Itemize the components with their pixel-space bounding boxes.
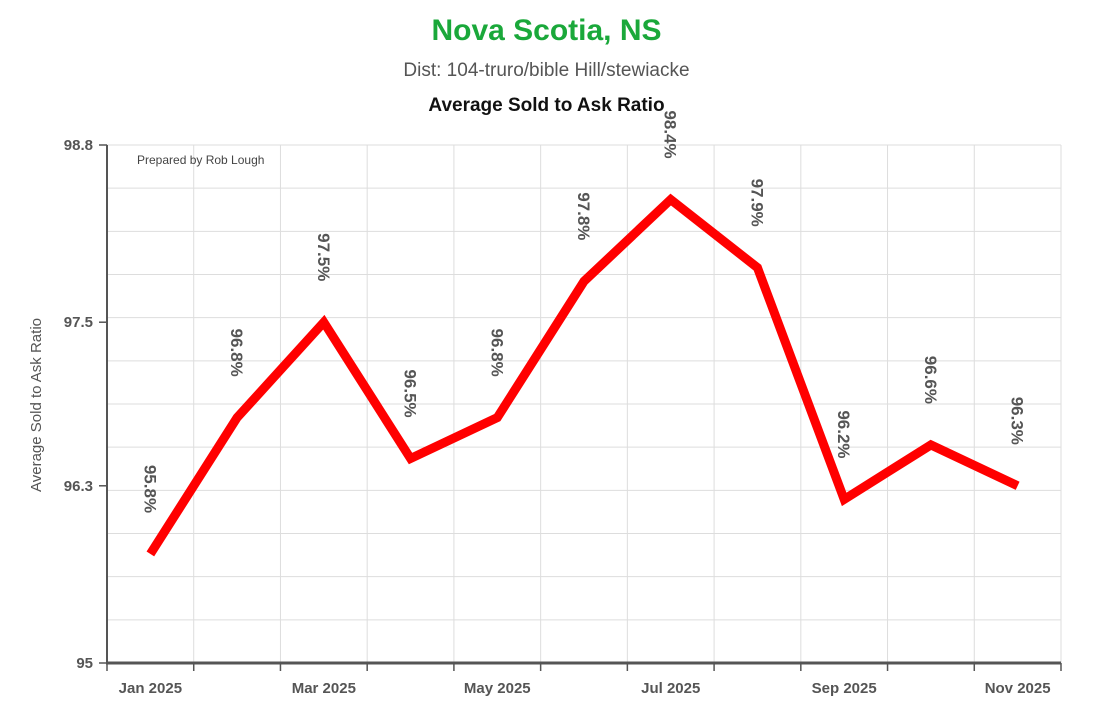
data-label: 96.2% bbox=[834, 410, 853, 458]
credit-text: Prepared by Rob Lough bbox=[137, 153, 264, 167]
x-tick-label: Jul 2025 bbox=[641, 680, 700, 697]
data-label: 97.9% bbox=[747, 179, 766, 227]
series-group bbox=[146, 193, 1020, 557]
y-tick-label: 98.8 bbox=[64, 137, 93, 154]
data-label: 96.3% bbox=[1008, 397, 1027, 445]
data-label: 98.4% bbox=[661, 110, 680, 158]
y-tick-label: 96.3 bbox=[64, 478, 93, 495]
series-line bbox=[146, 193, 1020, 557]
data-labels: 95.8% 96.8% 97.5% 96.5% 96.8% 97.8% 98.4% 97.9%… bbox=[140, 110, 1026, 513]
x-tick-label: Mar 2025 bbox=[292, 680, 356, 697]
x-tick-label: Jan 2025 bbox=[119, 680, 182, 697]
y-tick-label: 97.5 bbox=[64, 314, 93, 331]
x-tick-label: Nov 2025 bbox=[985, 680, 1051, 697]
x-tick-label: Sep 2025 bbox=[812, 680, 877, 697]
y-tick-label: 95 bbox=[76, 655, 93, 672]
chart-ticks: 95 96.3 97.5 98.8 Jan 2025 Mar 2025 May 2025 Ju… bbox=[64, 137, 1062, 697]
page-title: Nova Scotia, NS bbox=[431, 14, 662, 47]
data-label: 95.8% bbox=[140, 465, 159, 513]
chart-title: Average Sold to Ask Ratio bbox=[428, 95, 665, 116]
data-label: 96.6% bbox=[921, 356, 940, 404]
data-label: 96.8% bbox=[227, 329, 246, 377]
data-label: 96.5% bbox=[401, 369, 420, 417]
data-label: 97.5% bbox=[314, 233, 333, 281]
data-label: 97.8% bbox=[574, 192, 593, 240]
chart-axes bbox=[106, 145, 1061, 665]
data-label: 96.8% bbox=[487, 329, 506, 377]
y-axis-label: Average Sold to Ask Ratio bbox=[28, 318, 45, 492]
page-subtitle: Dist: 104-truro/bible Hill/stewiacke bbox=[403, 60, 690, 81]
x-tick-label: May 2025 bbox=[464, 680, 531, 697]
